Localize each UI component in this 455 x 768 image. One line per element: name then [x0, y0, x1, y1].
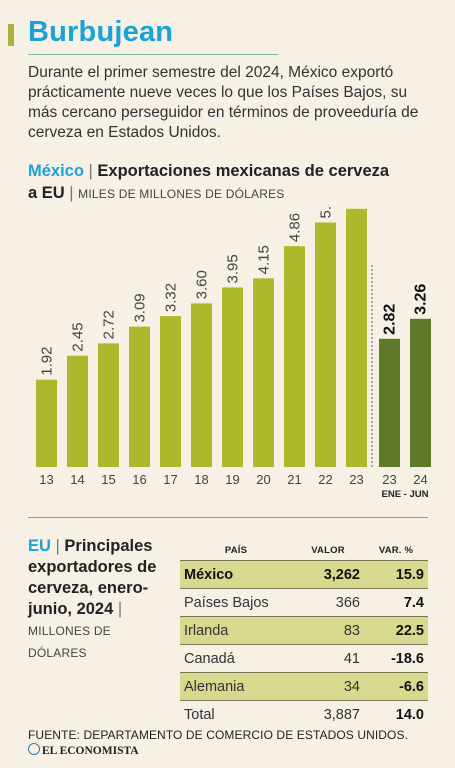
- table-row: Canadá 41 -18.6: [180, 644, 428, 673]
- column-header-var: VAR. %: [378, 544, 414, 556]
- chart-heading-country: México: [28, 162, 84, 180]
- bar: [67, 355, 88, 467]
- section-divider: [28, 517, 428, 518]
- row-country: Países Bajos: [180, 588, 292, 617]
- x-tick-label: 14: [70, 472, 84, 487]
- row-country: Total: [184, 706, 215, 723]
- chart-heading-title-line1: Exportaciones mexicanas de cerveza: [97, 162, 390, 180]
- table-row: Países Bajos 366 7.4: [180, 588, 428, 617]
- bar: [346, 208, 367, 467]
- bar: [315, 222, 336, 467]
- bar-value-label: 4.15: [256, 245, 273, 274]
- table-row-total: Total 3,887 14.0: [180, 701, 428, 729]
- bar: [191, 303, 212, 467]
- period-note: ENE - JUN: [382, 489, 429, 500]
- bar: [284, 246, 305, 467]
- row-country: México: [180, 560, 292, 589]
- row-value: 83: [292, 616, 364, 645]
- row-var: 7.4: [364, 588, 428, 617]
- title-underline: [28, 54, 278, 55]
- chart-heading-units: MILES DE MILLONES DE DÓLARES: [78, 187, 285, 201]
- x-tick-label: 16: [132, 472, 146, 487]
- title-accent-bar: [8, 24, 14, 46]
- bar-value-label: 3.95: [225, 254, 242, 283]
- row-country: Alemania: [180, 672, 292, 701]
- row-value: 366: [292, 588, 364, 617]
- x-tick-label: 22: [318, 472, 332, 487]
- page-title: Burbujean: [28, 16, 174, 48]
- bar-value-label: 3.09: [132, 293, 149, 322]
- table-row: Alemania 34 -6.6: [180, 672, 428, 701]
- x-tick-label: 13: [39, 472, 53, 487]
- chart-heading-title-line2: a EU: [28, 184, 65, 202]
- bar-value-label: 3.26: [413, 284, 430, 315]
- row-value: 3,887: [323, 706, 360, 723]
- x-tick-label: 15: [101, 472, 115, 487]
- row-var: -18.6: [364, 644, 428, 673]
- table-heading: EU | Principales exportadores de cerveza…: [28, 537, 157, 660]
- bar: [36, 379, 57, 467]
- bar: [379, 338, 400, 467]
- row-var: 14.0: [395, 706, 424, 723]
- row-value: 34: [292, 672, 364, 701]
- row-country: Canadá: [180, 644, 292, 673]
- x-tick-label: 23: [349, 472, 363, 487]
- exporters-table: PAÍS VALOR VAR. % México 3,262 15.9 País…: [180, 540, 428, 728]
- x-tick-label: 18: [194, 472, 208, 487]
- column-header-country: PAÍS: [224, 544, 248, 556]
- bar: [222, 287, 243, 467]
- table-row: México 3,262 15.9: [180, 560, 428, 589]
- row-value: 3,262: [292, 560, 364, 589]
- chart-heading: México | Exportaciones mexicanas de cerv…: [28, 162, 390, 202]
- brand-name: EL ECONOMISTA: [42, 745, 139, 757]
- bar: [253, 278, 274, 467]
- table-heading-units: MILLONES DE DÓLARES: [28, 624, 111, 660]
- economista-logo-icon: [28, 743, 40, 755]
- bar-value-label: 2.82: [382, 304, 399, 335]
- column-header-value: VALOR: [311, 544, 345, 556]
- row-var: -6.6: [364, 672, 428, 701]
- x-tick-label: 19: [225, 472, 239, 487]
- table-row: Irlanda 83 22.5: [180, 616, 428, 645]
- x-tick-label: 17: [163, 472, 177, 487]
- bar-value-label: 1.92: [39, 347, 56, 376]
- bar-value-label: 3.32: [163, 283, 180, 312]
- row-var: 15.9: [364, 560, 428, 589]
- bar: [129, 326, 150, 467]
- bar: [410, 318, 431, 467]
- intro-text: Durante el primer semestre del 2024, Méx…: [28, 64, 419, 141]
- row-value: 41: [292, 644, 364, 673]
- row-country: Irlanda: [180, 616, 292, 645]
- x-tick-label: 21: [287, 472, 301, 487]
- x-tick-label: 23: [382, 472, 396, 487]
- bar-value-label: 4.86: [287, 213, 304, 242]
- bar-value-label: 3.60: [194, 270, 211, 299]
- table-header-row: PAÍS VALOR VAR. %: [180, 540, 428, 561]
- brand-footer: EL ECONOMISTA: [28, 743, 139, 757]
- bar: [98, 343, 119, 467]
- bar: [160, 316, 181, 467]
- table-heading-title: Principales exportadores de cerveza, ene…: [28, 537, 157, 618]
- source-note: FUENTE: DEPARTAMENTO DE COMERCIO DE ESTA…: [28, 728, 409, 742]
- bar-value-label: 5.38: [318, 205, 335, 218]
- x-tick-label: 20: [256, 472, 270, 487]
- bar-value-label: 2.45: [70, 322, 87, 351]
- bar-chart: 1.92 13 2.45 14 2.72 15 3.09 16 3.32 17 3.60 18 3.95…: [36, 205, 431, 500]
- bar-value-label: 2.72: [101, 310, 118, 339]
- row-var: 22.5: [364, 616, 428, 645]
- table-heading-country: EU: [28, 537, 51, 555]
- x-tick-label: 24: [413, 472, 427, 487]
